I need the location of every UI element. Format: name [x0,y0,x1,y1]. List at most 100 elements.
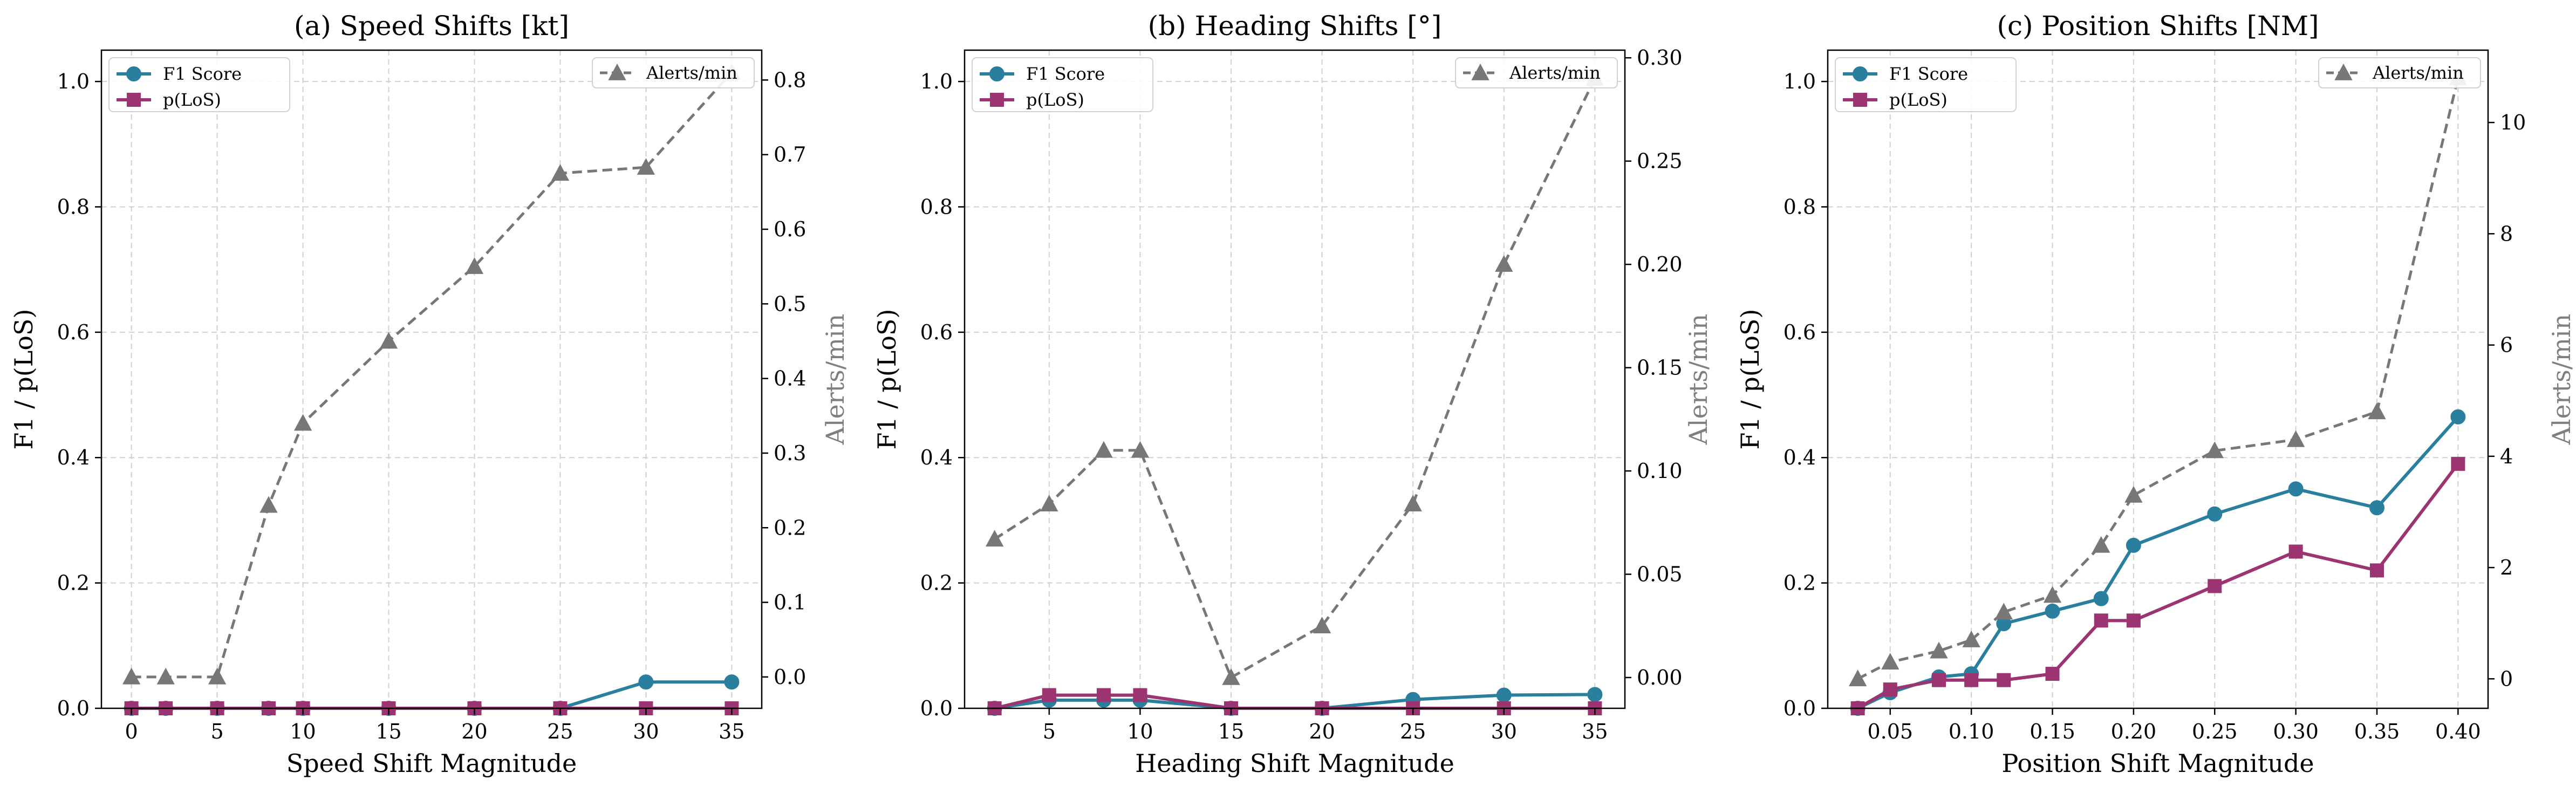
legend-marker [608,63,626,80]
data-point [1404,495,1422,512]
y2-tick-label: 0.5 [774,292,806,316]
data-point [2126,537,2141,553]
x-tick-label: 0.35 [2354,720,2400,743]
y2-tick-label: 0.1 [774,591,806,614]
data-point [1932,673,1946,687]
x-tick-label: 10 [290,720,316,743]
data-point [208,667,227,685]
y2-tick-label: 10 [2500,111,2526,134]
legend-label: Alerts/min [646,63,737,83]
x-tick-label: 0.30 [2273,720,2319,743]
y2-tick-label: 0.7 [774,143,806,167]
y-tick-label: 0.0 [920,696,953,720]
y-tick-label: 1.0 [1784,70,1816,93]
plot-frame [1827,49,2489,709]
data-point [2126,613,2141,628]
data-point [1095,441,1113,458]
y2-tick-label: 0.05 [1637,562,1683,586]
plot-frame [100,49,763,709]
legend-label: F1 Score [163,64,242,84]
legend-label: F1 Score [1026,64,1105,84]
legend-left: F1 Score p(LoS) [108,57,290,112]
legend-label: F1 Score [1889,64,1968,84]
legend-marker [1853,93,1867,107]
data-point [2124,486,2143,503]
x-axis-label: Heading Shift Magnitude [1135,749,1454,778]
y2-tick-label: 0.30 [1637,46,1683,70]
x-tick-label: 0.25 [2192,720,2238,743]
data-point [1496,687,1512,703]
data-point [1848,669,1867,687]
y2-tick-label: 0.20 [1637,252,1683,276]
data-point [2092,536,2110,553]
data-point [1883,682,1897,697]
data-point [2093,591,2109,606]
y-tick-label: 0.0 [1784,696,1816,720]
legend-box [1835,57,2017,112]
data-point [1131,441,1150,458]
plot-frame [964,49,1626,709]
y2-tick-label: 0.6 [774,217,806,241]
data-point [2045,667,2060,681]
legend-marker [1853,66,1868,81]
data-point [1587,687,1603,702]
y2-tick-label: 0.25 [1637,149,1683,173]
data-point [2045,603,2060,619]
data-point [2450,409,2466,425]
x-tick-label: 0.10 [1949,720,1994,743]
legend-label: Alerts/min [2372,63,2464,83]
x-tick-label: 25 [1400,720,1426,743]
x-axis-label: Speed Shift Magnitude [286,749,577,778]
x-tick-label: 5 [1043,720,1056,743]
y-tick-label: 0.6 [1784,320,1816,344]
data-point [379,332,398,349]
x-tick-label: 10 [1127,720,1153,743]
legend-marker [989,66,1005,81]
y-tick-label: 0.8 [1784,195,1816,218]
series-2 [985,69,1604,685]
data-point [1042,688,1056,702]
y-tick-label: 0.0 [57,696,90,720]
data-point [1495,255,1513,272]
y2-axis-label: Alerts/min [2547,314,2576,446]
y-tick-label: 0.8 [920,195,953,218]
data-point [293,414,312,431]
x-tick-label: 20 [1309,720,1335,743]
y-tick-label: 0.6 [57,320,90,344]
y-tick-label: 1.0 [57,70,90,93]
legend-left: F1 Score p(LoS) [972,57,1153,112]
data-point [465,257,484,274]
data-point [2288,544,2303,559]
data-point [2288,481,2304,497]
data-point [122,667,141,685]
x-tick-label: 0.20 [2111,720,2157,743]
x-axis-label: Position Shift Magnitude [2001,749,2314,778]
x-tick-label: 5 [211,720,224,743]
y-tick-label: 0.8 [57,195,90,218]
x-tick-label: 0.40 [2435,720,2481,743]
legend-right: Alerts/min [2318,57,2481,88]
legend-box [972,57,1153,112]
y-axis-label: F1 / p(LoS) [872,309,901,449]
data-point [2207,506,2223,522]
y2-tick-label: 0.10 [1637,459,1683,483]
series-2 [1848,69,2468,687]
series-line [1857,415,2459,710]
series-line [994,78,1596,679]
data-point [551,164,570,181]
y-tick-label: 0.2 [57,571,90,595]
legend-label: p(LoS) [163,90,221,110]
x-tick-label: 35 [719,720,744,743]
data-point [985,530,1004,547]
data-point [2369,563,2384,578]
y-tick-label: 0.4 [1784,446,1816,469]
y2-tick-label: 6 [2500,333,2513,357]
legend-box [1455,57,1618,88]
y2-axis-label: Alerts/min [821,314,850,446]
data-point [1930,641,1948,659]
data-point [1133,688,1147,702]
x-tick-label: 0.05 [1867,720,1913,743]
series-1 [1850,456,2465,715]
series-0 [1850,409,2466,716]
data-point [638,674,654,690]
